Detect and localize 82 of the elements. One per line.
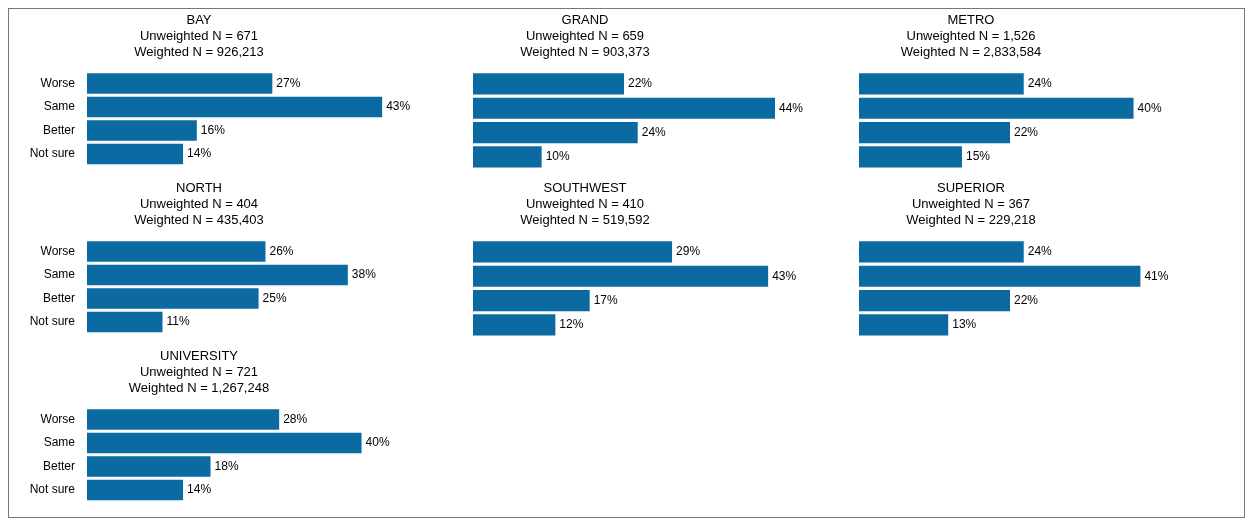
data-label: 15% (965, 149, 991, 164)
y-tick-label: Better (42, 290, 75, 305)
data-label: 25% (262, 290, 287, 305)
y-tick-label: Same (43, 435, 76, 450)
bar (473, 97, 775, 119)
chart-subtitle: Unweighted N = 721 Weighted N = 1,267,248 (128, 363, 270, 395)
data-label: 28% (283, 411, 308, 426)
bar (859, 314, 949, 336)
data-label: 22% (1014, 124, 1039, 139)
data-label: 16% (200, 122, 226, 137)
data-label: 27% (276, 75, 301, 90)
data-label: 12% (559, 317, 584, 332)
bar (87, 432, 362, 454)
bar (473, 241, 673, 263)
bar (859, 241, 1024, 263)
chart-subtitle: Unweighted N = 367 Weighted N = 229,218 (906, 195, 1036, 227)
chart-subtitle: Unweighted N = 659 Weighted N = 903,373 (520, 27, 650, 59)
chart-title: GRAND (561, 12, 609, 28)
chart-title: BAY (186, 12, 212, 28)
data-label: 41% (1144, 268, 1169, 283)
bar (473, 265, 769, 287)
data-label: 10% (545, 149, 570, 164)
data-label: 24% (1027, 244, 1053, 259)
data-label: 22% (1014, 292, 1039, 307)
data-label: 29% (676, 244, 701, 259)
chart-subtitle: Unweighted N = 671 Weighted N = 926,213 (134, 27, 264, 59)
y-tick-label: Worse (40, 75, 76, 90)
y-tick-label: Better (42, 122, 75, 137)
data-label: 40% (1137, 100, 1162, 115)
y-tick-label: Not sure (29, 146, 76, 161)
y-tick-label: Not sure (29, 314, 76, 329)
data-label: 40% (365, 435, 390, 450)
bar (87, 311, 163, 333)
data-label: 14% (187, 146, 212, 161)
bar (87, 120, 197, 141)
data-label: 26% (269, 243, 294, 258)
bar (859, 97, 1134, 119)
data-label: 18% (214, 458, 239, 473)
bar (473, 121, 638, 144)
y-tick-label: Same (43, 99, 76, 114)
y-tick-label: Worse (40, 411, 76, 426)
bar (87, 264, 348, 286)
chart-title: NORTH (176, 180, 222, 196)
bar (859, 265, 1141, 287)
chart-subtitle: Unweighted N = 1,526 Weighted N = 2,833,584 (900, 27, 1042, 59)
bar (87, 143, 184, 165)
bar (87, 456, 211, 477)
bar (859, 73, 1024, 95)
bar (859, 146, 962, 168)
bar (87, 73, 273, 94)
data-label: 44% (779, 100, 804, 115)
bar (859, 121, 1010, 144)
data-label: 17% (593, 292, 619, 307)
chart-title: SUPERIOR (937, 180, 1005, 196)
data-label: 38% (351, 267, 377, 282)
data-label: 43% (386, 99, 411, 114)
chart-title: METRO (947, 12, 995, 28)
bar (87, 479, 184, 501)
bar (473, 73, 624, 95)
bar (87, 409, 280, 430)
y-tick-label: Not sure (29, 482, 76, 497)
data-label: 24% (1027, 76, 1053, 91)
data-label: 22% (628, 76, 653, 91)
chart-subtitle: Unweighted N = 404 Weighted N = 435,403 (134, 195, 264, 227)
data-label: 43% (772, 268, 797, 283)
chart-title: SOUTHWEST (543, 180, 627, 196)
bar (473, 289, 590, 312)
bar (859, 289, 1010, 312)
chart-title: UNIVERSITY (159, 348, 239, 364)
bar (87, 288, 259, 309)
bar (87, 96, 383, 118)
data-label: 13% (952, 317, 977, 332)
bar (473, 146, 542, 168)
y-tick-label: Worse (40, 243, 76, 258)
data-label: 14% (187, 482, 212, 497)
chart-subtitle: Unweighted N = 410 Weighted N = 519,592 (520, 195, 650, 227)
data-label: 24% (641, 124, 667, 139)
y-tick-label: Same (43, 267, 76, 282)
data-label: 11% (166, 314, 190, 329)
y-tick-label: Better (42, 458, 75, 473)
bar (87, 241, 266, 262)
bar (473, 314, 556, 336)
